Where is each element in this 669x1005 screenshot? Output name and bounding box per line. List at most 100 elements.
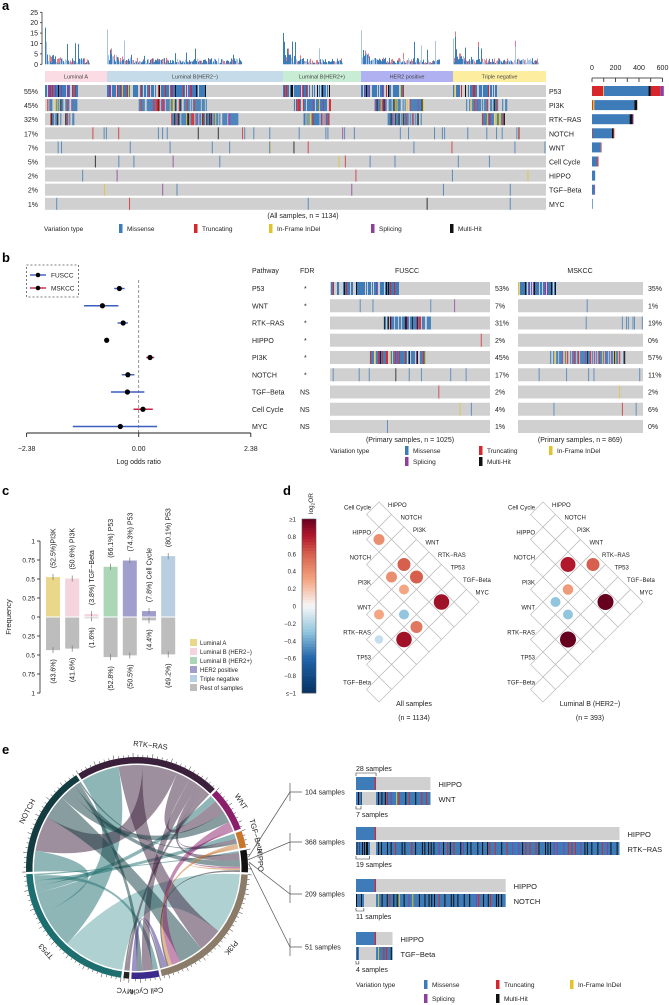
histogram-bar: [426, 62, 427, 65]
fuscc-percent: 4%: [495, 407, 505, 414]
mutation-mark: [627, 316, 629, 330]
histogram-bar: [374, 58, 375, 65]
histogram-bar-truncating: [209, 59, 210, 63]
odds-ratio-point: [124, 389, 130, 395]
mutation-mark: [396, 351, 398, 364]
mutation-mark: [619, 385, 621, 399]
mutation-mark: [55, 85, 56, 97]
partner-label: RTK−RAS: [627, 845, 662, 854]
mutation-mark: [514, 141, 516, 154]
mutation-mark: [325, 85, 326, 97]
mutation-mark: [407, 316, 409, 330]
histogram-bar: [217, 62, 218, 65]
hippo-mutations: [356, 879, 377, 892]
sector-tick: [220, 940, 223, 943]
sector-tick: [186, 967, 189, 971]
mutation-mark: [67, 113, 69, 126]
mutation-mark: [555, 282, 556, 295]
mutation-mark: [553, 351, 555, 364]
mutation-mark: [314, 113, 316, 126]
mutation-mark: [454, 85, 455, 97]
mutation-mark: [430, 299, 432, 313]
mutation-mark: [368, 85, 369, 97]
mutation-mark: [324, 85, 325, 97]
mutation-mark: [204, 85, 205, 97]
legend-label-missense: Missense: [413, 448, 441, 455]
histogram-bar: [303, 58, 304, 65]
legend-label-splicing: Splicing: [432, 996, 455, 1003]
mutation-mark: [357, 894, 358, 907]
mutation-mark: [553, 842, 555, 855]
mutation-mark: [269, 141, 271, 154]
legend-swatch-truncating: [496, 980, 500, 989]
mutation-mark: [178, 99, 180, 112]
mutation-mark: [74, 85, 75, 97]
mutation-mark: [148, 99, 150, 112]
mutation-mark: [470, 85, 471, 97]
colorbar-segment: [302, 649, 316, 653]
sector-tick: [241, 829, 246, 832]
histogram-bar: [227, 60, 228, 65]
mutation-mark: [396, 85, 397, 97]
mutation-mark: [56, 113, 58, 126]
chord-ribbon: [187, 847, 240, 871]
mutation-mark: [586, 351, 588, 364]
mutation-mark: [166, 127, 168, 140]
histogram-bar: [180, 60, 181, 65]
y-tick-label: 1: [31, 691, 35, 698]
mutation-mark: [119, 85, 120, 97]
mutation-mark: [51, 99, 53, 112]
histogram-bar: [337, 58, 338, 65]
sector-tick: [49, 938, 52, 940]
histogram-bar-truncating: [486, 58, 487, 64]
mutation-mark: [393, 282, 394, 295]
mutation-mark: [356, 792, 357, 805]
hippo-mutations: [356, 932, 377, 945]
mutation-mark: [431, 894, 433, 907]
mutation-mark: [307, 113, 309, 126]
histogram-bar: [371, 60, 372, 65]
mutation-mark: [288, 85, 289, 97]
mutation-mark: [368, 282, 369, 295]
mutation-mark: [404, 842, 406, 855]
histogram-bar: [377, 59, 378, 65]
histogram-bar: [288, 48, 289, 65]
mutation-mark: [421, 99, 423, 112]
panel-label-b: b: [2, 250, 10, 265]
partner-label: WNT: [438, 795, 455, 804]
mutation-mark: [411, 351, 413, 364]
mutation-mark: [203, 113, 205, 126]
mutation-mark: [472, 85, 473, 97]
mutation-mark: [306, 85, 307, 97]
histogram-bar: [173, 60, 174, 65]
bar-subtype: [122, 560, 137, 617]
histogram-bar-truncating: [59, 58, 60, 64]
histogram-tick-label: 10: [30, 41, 38, 48]
histogram-bar: [434, 61, 435, 65]
mutation-mark: [211, 113, 213, 126]
colorbar-segment: [302, 524, 316, 528]
mutation-mark: [171, 85, 172, 97]
mutation-mark: [422, 316, 424, 330]
sector-label: WNT: [233, 792, 250, 812]
chord-sector: [26, 873, 122, 978]
chord-ribbon: [69, 785, 240, 867]
histogram-bar-truncating: [232, 59, 233, 65]
histogram-bar: [309, 60, 310, 65]
mutation-mark: [223, 113, 225, 126]
mutation-mark: [429, 316, 431, 330]
histogram-bar: [313, 62, 314, 65]
mutation-mark: [500, 113, 502, 126]
mutation-mark: [404, 351, 406, 364]
legend-swatch: [190, 648, 197, 655]
mutation-mark: [140, 85, 141, 97]
mutation-mark: [348, 282, 349, 295]
mutation-mark: [563, 842, 565, 855]
sector-tick: [92, 969, 94, 973]
sector-tick: [105, 974, 108, 978]
mutation-mark: [485, 99, 487, 112]
colorbar-segment: [302, 559, 316, 563]
mutation-mark: [171, 113, 173, 126]
histogram-bar: [83, 58, 84, 65]
mutation-mark: [327, 113, 329, 126]
